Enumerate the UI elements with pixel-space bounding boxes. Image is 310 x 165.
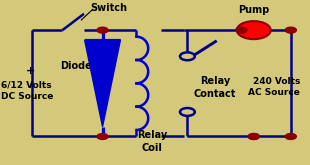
Circle shape — [237, 21, 271, 39]
Text: Relay
Coil: Relay Coil — [137, 131, 167, 153]
Polygon shape — [85, 40, 121, 127]
Circle shape — [97, 133, 108, 139]
Text: 6/12 Volts
DC Source: 6/12 Volts DC Source — [1, 81, 53, 101]
Circle shape — [248, 133, 259, 139]
Circle shape — [236, 27, 247, 33]
Text: Relay
Contact: Relay Contact — [194, 76, 236, 99]
Circle shape — [236, 27, 247, 33]
Text: 240 Volts
AC Source: 240 Volts AC Source — [248, 77, 300, 98]
Circle shape — [285, 27, 296, 33]
Circle shape — [180, 108, 195, 116]
Text: Diode: Diode — [60, 61, 92, 71]
Text: +: + — [25, 66, 35, 76]
Text: Switch: Switch — [90, 3, 127, 13]
Circle shape — [248, 133, 259, 139]
Text: Pump: Pump — [238, 5, 269, 15]
Circle shape — [97, 27, 108, 33]
Circle shape — [285, 133, 296, 139]
Circle shape — [180, 52, 195, 60]
